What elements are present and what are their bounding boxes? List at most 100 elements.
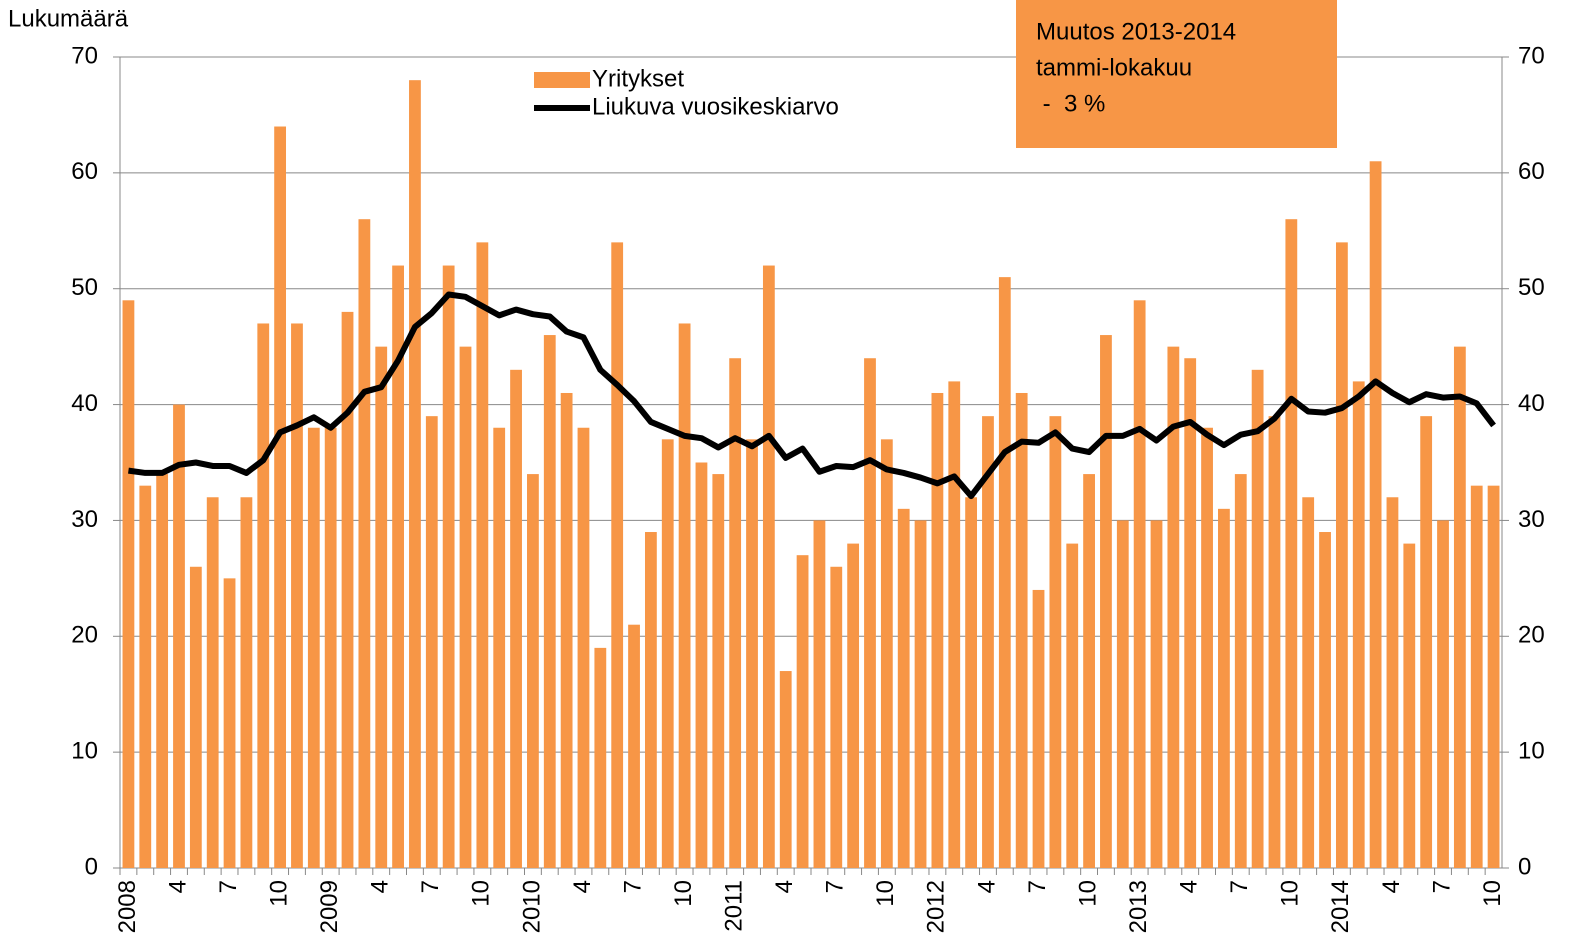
bar <box>577 427 590 868</box>
x-tick-label: 7 <box>822 880 849 893</box>
x-tick-label: 10 <box>1479 880 1506 907</box>
x-tick-label: 4 <box>771 880 798 893</box>
bar <box>1116 520 1129 868</box>
legend-swatch <box>534 72 590 88</box>
bar <box>1083 474 1095 868</box>
y2-tick-label: 50 <box>1518 274 1545 301</box>
annotation-box <box>1016 0 1337 148</box>
bar <box>189 566 202 868</box>
bar <box>375 346 388 869</box>
x-tick-label: 7 <box>1428 880 1455 893</box>
y2-tick-label: 60 <box>1518 158 1545 185</box>
bar <box>1133 300 1146 868</box>
legend-label: Liukuva vuosikeskiarvo <box>592 93 839 120</box>
bar <box>712 474 725 868</box>
x-tick-label: 2008 <box>114 880 141 933</box>
bar <box>847 543 860 868</box>
line <box>128 291 1496 500</box>
bar <box>1150 520 1163 868</box>
x-tick-label: 2010 <box>518 880 545 933</box>
bar <box>914 520 927 868</box>
bar <box>1302 497 1315 868</box>
bar <box>644 532 657 868</box>
bar <box>864 358 876 868</box>
x-tick-label: 10 <box>872 880 899 907</box>
x-tick-label: 10 <box>1074 880 1101 907</box>
annotation-text: - 3 % <box>1036 90 1105 117</box>
x-tick-label: 4 <box>973 880 1000 893</box>
y2-tick-label: 0 <box>1518 853 1531 880</box>
y-tick-label: 50 <box>71 274 98 301</box>
bar <box>324 427 337 868</box>
y2-tick-label: 10 <box>1518 737 1545 764</box>
bar <box>1420 416 1433 868</box>
y-tick-label: 40 <box>71 390 98 417</box>
bar <box>729 358 742 868</box>
x-tick-label: 7 <box>619 880 646 893</box>
bar <box>830 566 843 868</box>
bar <box>1049 416 1062 868</box>
annotation-text: tammi-lokakuu <box>1036 54 1192 81</box>
bar <box>982 416 994 868</box>
legend-label: Yritykset <box>592 65 684 92</box>
bar <box>1352 381 1365 868</box>
bar <box>476 242 489 868</box>
bar <box>779 671 792 868</box>
x-tick-label: 10 <box>265 880 292 907</box>
bar <box>223 578 236 868</box>
bar <box>493 427 506 868</box>
y-tick-label: 20 <box>71 622 98 649</box>
x-tick-label: 2013 <box>1125 880 1152 933</box>
bar <box>358 219 371 868</box>
bar <box>695 462 708 868</box>
bar <box>1335 242 1348 868</box>
y2-tick-label: 30 <box>1518 506 1545 533</box>
y2-tick-label: 20 <box>1518 622 1545 649</box>
x-tick-label: 2011 <box>721 880 748 932</box>
y2-tick-label: 70 <box>1518 42 1545 69</box>
bar <box>897 508 910 868</box>
bar <box>1251 369 1264 868</box>
bar <box>240 497 253 868</box>
bar <box>257 323 270 868</box>
bar <box>1015 392 1028 868</box>
bar <box>1234 474 1247 868</box>
y-tick-label: 0 <box>85 853 98 880</box>
bar <box>1100 335 1112 868</box>
bar <box>948 381 961 868</box>
bar <box>1386 497 1399 868</box>
x-tick-label: 4 <box>569 880 596 893</box>
bar <box>459 346 472 869</box>
bar <box>291 323 303 868</box>
bar <box>1403 543 1416 868</box>
bar <box>206 497 219 868</box>
x-tick-label: 4 <box>1176 880 1203 893</box>
y2-tick-label: 40 <box>1518 390 1545 417</box>
bar <box>1268 416 1281 868</box>
bar <box>594 647 607 868</box>
x-tick-label: 10 <box>670 880 697 907</box>
y-tick-label: 60 <box>71 158 98 185</box>
x-tick-label: 10 <box>1277 880 1304 907</box>
bar <box>1201 427 1213 868</box>
x-tick-label: 7 <box>215 880 242 893</box>
x-tick-label: 7 <box>1024 880 1051 893</box>
x-tick-label: 7 <box>417 880 444 893</box>
bar <box>409 80 421 868</box>
bar <box>1032 589 1045 868</box>
bar <box>543 335 556 868</box>
bar <box>341 311 354 868</box>
y-tick-label: 30 <box>71 506 98 533</box>
bar <box>1453 346 1466 869</box>
bar <box>425 416 438 868</box>
bar <box>173 404 185 868</box>
bar <box>139 485 152 868</box>
bar <box>1437 520 1449 868</box>
x-tick-label: 2009 <box>316 880 343 933</box>
bar <box>307 427 320 868</box>
x-tick-label: 2012 <box>923 880 950 933</box>
bar <box>998 277 1011 869</box>
y-axis-label: Lukumäärä <box>8 5 129 32</box>
bar <box>611 242 624 868</box>
bar <box>392 265 404 868</box>
